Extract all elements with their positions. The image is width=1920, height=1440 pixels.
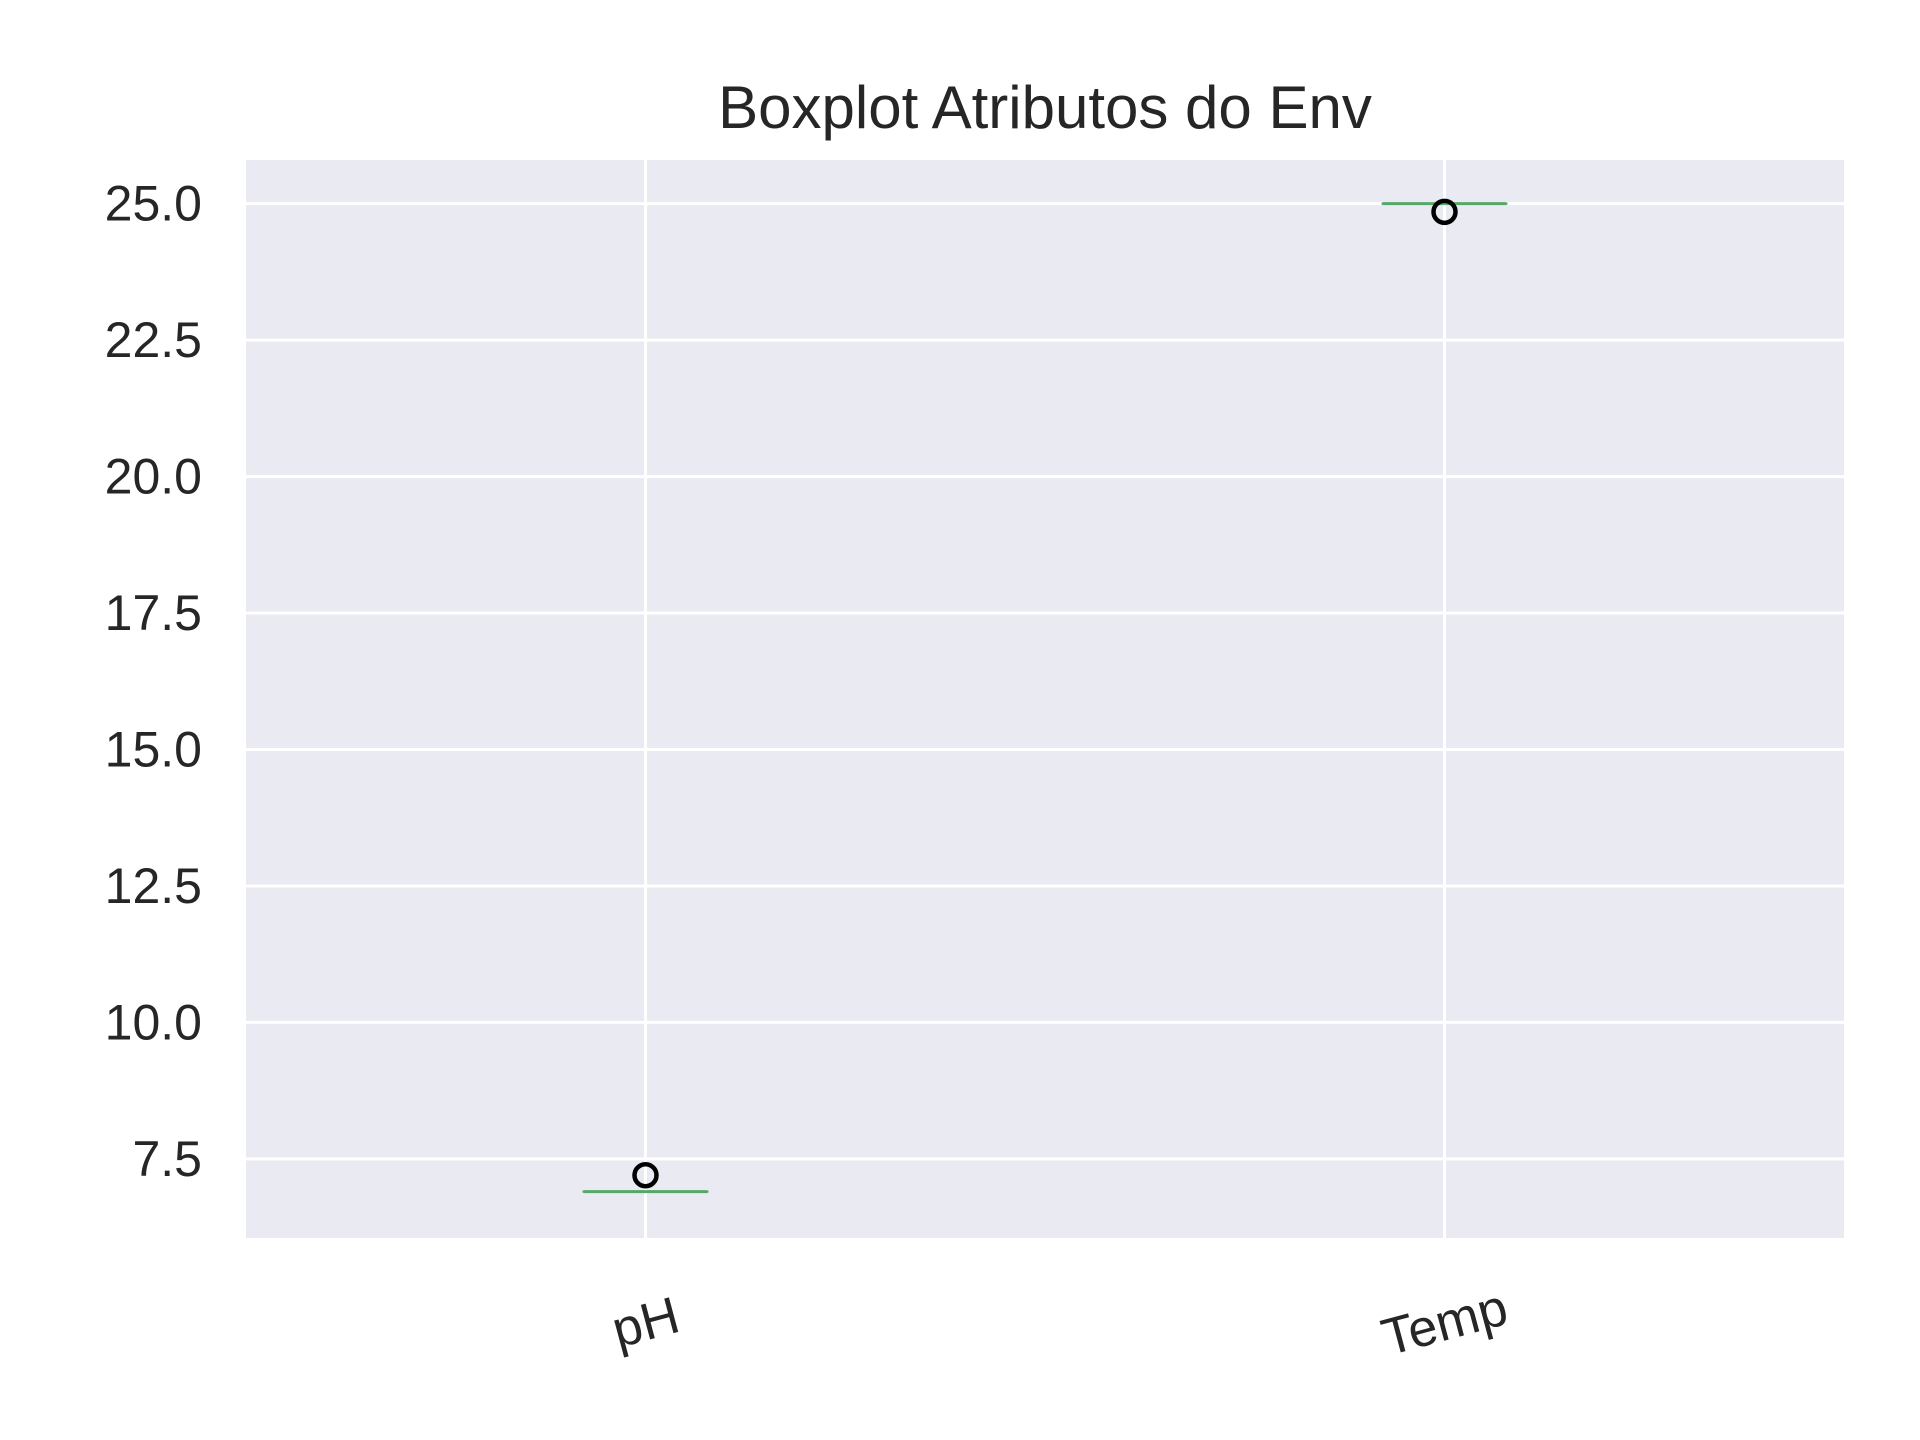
y-tick-label: 20.0 bbox=[105, 449, 202, 505]
y-tick-label: 10.0 bbox=[105, 994, 202, 1050]
box-marks bbox=[582, 198, 1508, 1194]
outlier-point-temp bbox=[1431, 198, 1458, 226]
y-tick-label: 7.5 bbox=[132, 1131, 202, 1187]
x-tick-label: Temp bbox=[1376, 1278, 1514, 1367]
plot-area bbox=[246, 160, 1844, 1238]
y-tick-label: 25.0 bbox=[105, 176, 202, 232]
y-tick-label: 15.0 bbox=[105, 721, 202, 777]
x-tick-label: pH bbox=[606, 1286, 685, 1359]
y-tick-label: 12.5 bbox=[105, 858, 202, 914]
chart-title: Boxplot Atributos do Env bbox=[718, 74, 1372, 141]
outlier-point-ph bbox=[632, 1161, 659, 1189]
y-tick-labels: 7.5 10.0 12.5 15.0 17.5 20.0 22.5 25.0 bbox=[105, 176, 202, 1187]
x-tick-labels: pH Temp bbox=[606, 1278, 1514, 1367]
grid-lines bbox=[246, 160, 1844, 1238]
y-tick-label: 22.5 bbox=[105, 312, 202, 368]
y-tick-label: 17.5 bbox=[105, 585, 202, 641]
